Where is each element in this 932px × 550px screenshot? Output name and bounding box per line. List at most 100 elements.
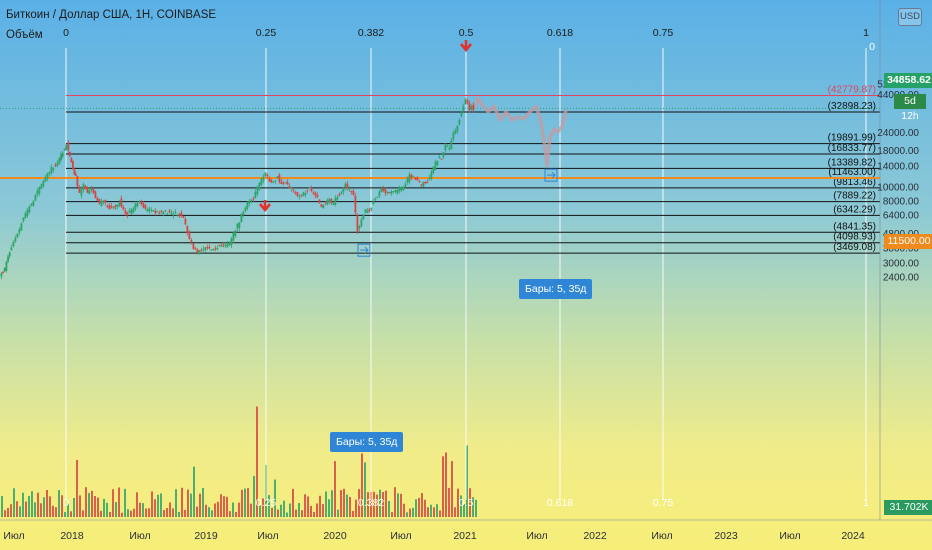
- projection-path: [472, 96, 568, 168]
- candle-body: [294, 192, 297, 194]
- candle-body: [202, 249, 205, 251]
- volume-bar: [433, 507, 435, 517]
- candle-body: [67, 142, 70, 150]
- candle-body: [182, 215, 185, 218]
- candle-body: [118, 202, 121, 206]
- candle-body: [144, 205, 147, 209]
- volume-bar: [34, 502, 36, 517]
- candle-body: [290, 187, 293, 189]
- candle-body: [348, 188, 351, 190]
- volume-bar: [358, 489, 360, 517]
- candle-body: [354, 195, 357, 213]
- volume-bar: [367, 492, 369, 517]
- volume-bar: [436, 504, 438, 517]
- candle-body: [108, 205, 111, 210]
- candle-body: [232, 232, 235, 241]
- volume-bar: [43, 497, 45, 517]
- volume-bar: [319, 495, 321, 517]
- candle-body: [368, 208, 371, 212]
- volume-bar: [289, 503, 291, 517]
- candle-body: [296, 192, 299, 196]
- candle-body: [406, 178, 409, 183]
- candle-body: [262, 176, 265, 181]
- bars-pattern-callout[interactable]: Бары: 5, 35д: [330, 432, 404, 452]
- candle-body: [116, 204, 119, 208]
- volume-bar: [322, 504, 324, 517]
- volume-bar: [136, 492, 138, 517]
- price-axis-label: 6400.00: [883, 211, 920, 222]
- candle-body: [70, 157, 73, 163]
- candle-body: [5, 262, 8, 271]
- volume-bar: [52, 505, 54, 517]
- fib-level-label: (9813.46): [833, 177, 876, 188]
- candle-body: [162, 212, 165, 214]
- volume-bar: [106, 502, 108, 517]
- volume-bar: [124, 488, 126, 517]
- time-axis-label: Июл: [526, 530, 547, 542]
- candle-body: [142, 203, 145, 208]
- candle-body: [250, 199, 253, 202]
- volume-indicator-label[interactable]: Объём: [6, 29, 43, 41]
- volume-bar: [394, 487, 396, 517]
- candle-body: [226, 243, 229, 247]
- horizontal-level-tag: 11500.00: [884, 234, 932, 249]
- volume-bar: [472, 497, 474, 517]
- candle-body: [364, 209, 367, 213]
- candle-body: [134, 203, 137, 210]
- candle-body: [244, 207, 247, 212]
- candle-body: [96, 198, 99, 201]
- volume-bar: [148, 508, 150, 517]
- candle-body: [384, 189, 387, 194]
- volume-bar: [313, 511, 315, 517]
- candle-body: [396, 189, 399, 194]
- candle-body: [65, 144, 68, 151]
- volume-bar: [295, 509, 297, 517]
- volume-bar: [475, 499, 477, 517]
- volume-bar: [7, 507, 9, 517]
- candle-body: [334, 198, 337, 205]
- candle-body: [240, 213, 243, 223]
- candle-body: [272, 181, 275, 183]
- candle-body: [330, 199, 333, 204]
- volume-bar: [412, 507, 414, 517]
- volume-bar: [424, 499, 426, 517]
- candle-body: [260, 179, 263, 185]
- price-axis-label: 3000.00: [883, 258, 920, 269]
- candle-body: [132, 208, 135, 213]
- candle-body: [444, 144, 447, 151]
- candle-body: [306, 190, 309, 192]
- volume-bar: [466, 445, 468, 517]
- volume-bar: [211, 510, 213, 517]
- candle-body: [424, 181, 427, 184]
- volume-bar: [49, 496, 51, 517]
- candle-body: [36, 190, 39, 195]
- candle-body: [446, 145, 449, 147]
- volume-bar: [58, 490, 60, 517]
- candle-body: [430, 171, 433, 179]
- volume-bar: [94, 496, 96, 517]
- volume-bar: [205, 504, 207, 517]
- candle-body: [216, 248, 219, 250]
- volume-bar: [109, 511, 111, 517]
- currency-button[interactable]: USD: [898, 8, 922, 26]
- candle-body: [94, 191, 97, 199]
- volume-bar: [208, 507, 210, 517]
- candle-body: [318, 199, 321, 204]
- candle-body: [462, 106, 465, 111]
- volume-bar: [361, 453, 363, 517]
- volume-bar: [172, 508, 174, 517]
- volume-bar: [64, 512, 66, 517]
- candle-body: [470, 105, 473, 111]
- bars-pattern-callout[interactable]: Бары: 5, 35д: [519, 279, 593, 299]
- volume-bar: [28, 495, 30, 517]
- volume-bar: [307, 496, 309, 517]
- candle-body: [120, 198, 123, 207]
- volume-bar: [391, 512, 393, 517]
- volume-bar: [187, 489, 189, 517]
- volume-bar: [337, 509, 339, 517]
- candle-body: [382, 188, 385, 191]
- symbol-title[interactable]: Биткоин / Доллар США, 1H, COINBASE: [6, 9, 217, 21]
- volume-bar: [175, 489, 177, 517]
- candle-body: [146, 209, 149, 212]
